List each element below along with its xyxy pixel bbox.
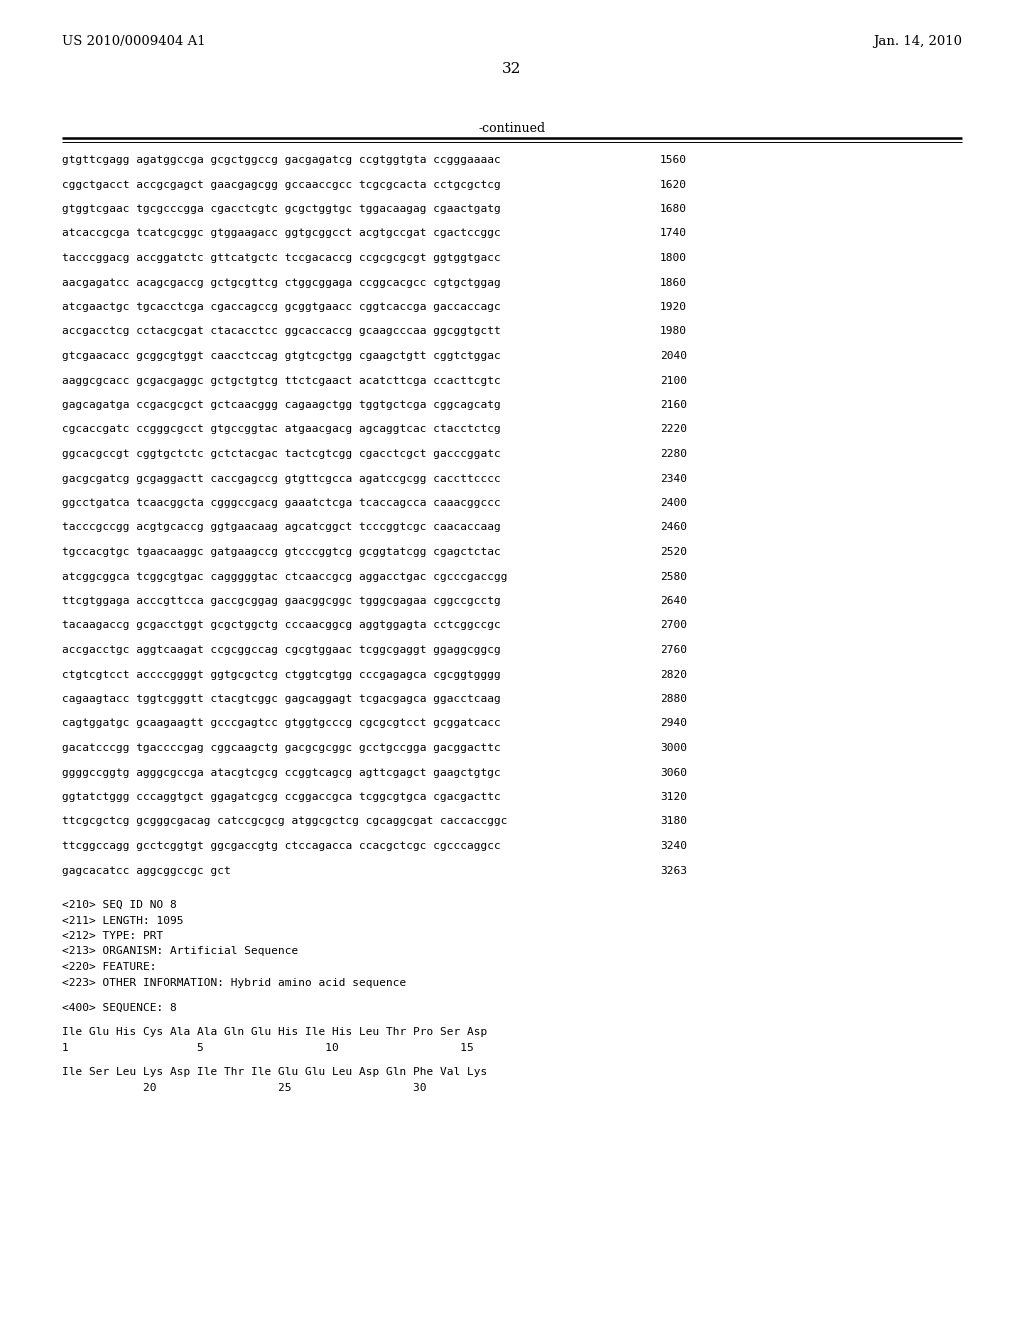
Text: 20                  25                  30: 20 25 30 <box>62 1082 427 1093</box>
Text: gagcagatga ccgacgcgct gctcaacggg cagaagctgg tggtgctcga cggcagcatg: gagcagatga ccgacgcgct gctcaacggg cagaagc… <box>62 400 501 411</box>
Text: accgacctcg cctacgcgat ctacacctcc ggcaccaccg gcaagcccaa ggcggtgctt: accgacctcg cctacgcgat ctacacctcc ggcacca… <box>62 326 501 337</box>
Text: 3263: 3263 <box>660 866 687 875</box>
Text: 2400: 2400 <box>660 498 687 508</box>
Text: US 2010/0009404 A1: US 2010/0009404 A1 <box>62 36 206 48</box>
Text: <212> TYPE: PRT: <212> TYPE: PRT <box>62 931 163 941</box>
Text: 2640: 2640 <box>660 597 687 606</box>
Text: tacccgccgg acgtgcaccg ggtgaacaag agcatcggct tcccggtcgc caacaccaag: tacccgccgg acgtgcaccg ggtgaacaag agcatcg… <box>62 523 501 532</box>
Text: 3000: 3000 <box>660 743 687 752</box>
Text: cgcaccgatc ccgggcgcct gtgccggtac atgaacgacg agcaggtcac ctacctctcg: cgcaccgatc ccgggcgcct gtgccggtac atgaacg… <box>62 425 501 434</box>
Text: 1980: 1980 <box>660 326 687 337</box>
Text: 2700: 2700 <box>660 620 687 631</box>
Text: 1560: 1560 <box>660 154 687 165</box>
Text: ttcggccagg gcctcggtgt ggcgaccgtg ctccagacca ccacgctcgc cgcccaggcc: ttcggccagg gcctcggtgt ggcgaccgtg ctccaga… <box>62 841 501 851</box>
Text: ctgtcgtcct accccggggt ggtgcgctcg ctggtcgtgg cccgagagca cgcggtgggg: ctgtcgtcct accccggggt ggtgcgctcg ctggtcg… <box>62 669 501 680</box>
Text: ggcctgatca tcaacggcta cgggccgacg gaaatctcga tcaccagcca caaacggccc: ggcctgatca tcaacggcta cgggccgacg gaaatct… <box>62 498 501 508</box>
Text: tacccggacg accggatctc gttcatgctc tccgacaccg ccgcgcgcgt ggtggtgacc: tacccggacg accggatctc gttcatgctc tccgaca… <box>62 253 501 263</box>
Text: 1800: 1800 <box>660 253 687 263</box>
Text: 2040: 2040 <box>660 351 687 360</box>
Text: gtcgaacacc gcggcgtggt caacctccag gtgtcgctgg cgaagctgtt cggtctggac: gtcgaacacc gcggcgtggt caacctccag gtgtcgc… <box>62 351 501 360</box>
Text: atcaccgcga tcatcgcggc gtggaagacc ggtgcggcct acgtgccgat cgactccggc: atcaccgcga tcatcgcggc gtggaagacc ggtgcgg… <box>62 228 501 239</box>
Text: cagaagtacc tggtcgggtt ctacgtcggc gagcaggagt tcgacgagca ggacctcaag: cagaagtacc tggtcgggtt ctacgtcggc gagcagg… <box>62 694 501 704</box>
Text: atcgaactgc tgcacctcga cgaccagccg gcggtgaacc cggtcaccga gaccaccagc: atcgaactgc tgcacctcga cgaccagccg gcggtga… <box>62 302 501 312</box>
Text: tgccacgtgc tgaacaaggc gatgaagccg gtcccggtcg gcggtatcgg cgagctctac: tgccacgtgc tgaacaaggc gatgaagccg gtcccgg… <box>62 546 501 557</box>
Text: cggctgacct accgcgagct gaacgagcgg gccaaccgcc tcgcgcacta cctgcgctcg: cggctgacct accgcgagct gaacgagcgg gccaacc… <box>62 180 501 190</box>
Text: 2940: 2940 <box>660 718 687 729</box>
Text: 2460: 2460 <box>660 523 687 532</box>
Text: Ile Ser Leu Lys Asp Ile Thr Ile Glu Glu Leu Asp Gln Phe Val Lys: Ile Ser Leu Lys Asp Ile Thr Ile Glu Glu … <box>62 1068 487 1077</box>
Text: 2280: 2280 <box>660 449 687 459</box>
Text: aacgagatcc acagcgaccg gctgcgttcg ctggcggaga ccggcacgcc cgtgctggag: aacgagatcc acagcgaccg gctgcgttcg ctggcgg… <box>62 277 501 288</box>
Text: 2580: 2580 <box>660 572 687 582</box>
Text: aaggcgcacc gcgacgaggc gctgctgtcg ttctcgaact acatcttcga ccacttcgtc: aaggcgcacc gcgacgaggc gctgctgtcg ttctcga… <box>62 375 501 385</box>
Text: 2100: 2100 <box>660 375 687 385</box>
Text: 2160: 2160 <box>660 400 687 411</box>
Text: gagcacatcc aggcggccgc gct: gagcacatcc aggcggccgc gct <box>62 866 230 875</box>
Text: atcggcggca tcggcgtgac cagggggtac ctcaaccgcg aggacctgac cgcccgaccgg: atcggcggca tcggcgtgac cagggggtac ctcaacc… <box>62 572 508 582</box>
Text: 2520: 2520 <box>660 546 687 557</box>
Text: cagtggatgc gcaagaagtt gcccgagtcc gtggtgcccg cgcgcgtcct gcggatcacc: cagtggatgc gcaagaagtt gcccgagtcc gtggtgc… <box>62 718 501 729</box>
Text: gtgttcgagg agatggccga gcgctggccg gacgagatcg ccgtggtgta ccgggaaaac: gtgttcgagg agatggccga gcgctggccg gacgaga… <box>62 154 501 165</box>
Text: 3240: 3240 <box>660 841 687 851</box>
Text: <223> OTHER INFORMATION: Hybrid amino acid sequence: <223> OTHER INFORMATION: Hybrid amino ac… <box>62 978 407 987</box>
Text: 32: 32 <box>503 62 521 77</box>
Text: <213> ORGANISM: Artificial Sequence: <213> ORGANISM: Artificial Sequence <box>62 946 298 957</box>
Text: <211> LENGTH: 1095: <211> LENGTH: 1095 <box>62 916 183 925</box>
Text: Ile Glu His Cys Ala Ala Gln Glu His Ile His Leu Thr Pro Ser Asp: Ile Glu His Cys Ala Ala Gln Glu His Ile … <box>62 1027 487 1038</box>
Text: <210> SEQ ID NO 8: <210> SEQ ID NO 8 <box>62 900 177 909</box>
Text: 1740: 1740 <box>660 228 687 239</box>
Text: gacatcccgg tgaccccgag cggcaagctg gacgcgcggc gcctgccgga gacggacttc: gacatcccgg tgaccccgag cggcaagctg gacgcgc… <box>62 743 501 752</box>
Text: tacaagaccg gcgacctggt gcgctggctg cccaacggcg aggtggagta cctcggccgc: tacaagaccg gcgacctggt gcgctggctg cccaacg… <box>62 620 501 631</box>
Text: ggcacgccgt cggtgctctc gctctacgac tactcgtcgg cgacctcgct gacccggatc: ggcacgccgt cggtgctctc gctctacgac tactcgt… <box>62 449 501 459</box>
Text: <220> FEATURE:: <220> FEATURE: <box>62 962 157 972</box>
Text: 3120: 3120 <box>660 792 687 803</box>
Text: 2340: 2340 <box>660 474 687 483</box>
Text: ttcgtggaga acccgttcca gaccgcggag gaacggcggc tgggcgagaa cggccgcctg: ttcgtggaga acccgttcca gaccgcggag gaacggc… <box>62 597 501 606</box>
Text: gacgcgatcg gcgaggactt caccgagccg gtgttcgcca agatccgcgg caccttcccc: gacgcgatcg gcgaggactt caccgagccg gtgttcg… <box>62 474 501 483</box>
Text: 1860: 1860 <box>660 277 687 288</box>
Text: 1620: 1620 <box>660 180 687 190</box>
Text: 2880: 2880 <box>660 694 687 704</box>
Text: ggtatctggg cccaggtgct ggagatcgcg ccggaccgca tcggcgtgca cgacgacttc: ggtatctggg cccaggtgct ggagatcgcg ccggacc… <box>62 792 501 803</box>
Text: 3180: 3180 <box>660 817 687 826</box>
Text: 1920: 1920 <box>660 302 687 312</box>
Text: 2220: 2220 <box>660 425 687 434</box>
Text: 2760: 2760 <box>660 645 687 655</box>
Text: 2820: 2820 <box>660 669 687 680</box>
Text: -continued: -continued <box>478 121 546 135</box>
Text: ggggccggtg agggcgccga atacgtcgcg ccggtcagcg agttcgagct gaagctgtgc: ggggccggtg agggcgccga atacgtcgcg ccggtca… <box>62 767 501 777</box>
Text: 3060: 3060 <box>660 767 687 777</box>
Text: 1                   5                  10                  15: 1 5 10 15 <box>62 1043 474 1052</box>
Text: <400> SEQUENCE: 8: <400> SEQUENCE: 8 <box>62 1002 177 1012</box>
Text: gtggtcgaac tgcgcccgga cgacctcgtc gcgctggtgc tggacaagag cgaactgatg: gtggtcgaac tgcgcccgga cgacctcgtc gcgctgg… <box>62 205 501 214</box>
Text: 1680: 1680 <box>660 205 687 214</box>
Text: Jan. 14, 2010: Jan. 14, 2010 <box>873 36 962 48</box>
Text: accgacctgc aggtcaagat ccgcggccag cgcgtggaac tcggcgaggt ggaggcggcg: accgacctgc aggtcaagat ccgcggccag cgcgtgg… <box>62 645 501 655</box>
Text: ttcgcgctcg gcgggcgacag catccgcgcg atggcgctcg cgcaggcgat caccaccggc: ttcgcgctcg gcgggcgacag catccgcgcg atggcg… <box>62 817 508 826</box>
